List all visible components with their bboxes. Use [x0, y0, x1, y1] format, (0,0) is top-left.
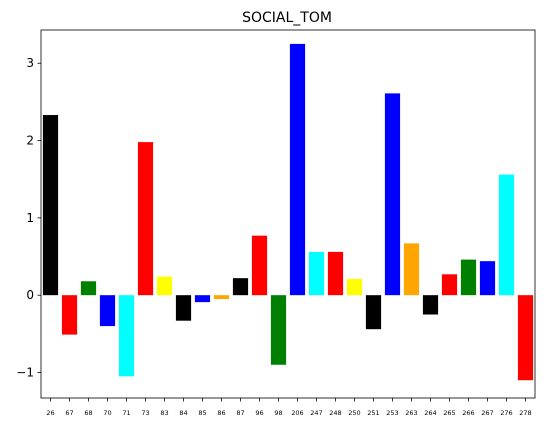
x-tick-label: 84: [179, 409, 187, 417]
bar-251: [365, 295, 382, 330]
x-tick-label: 85: [198, 409, 206, 417]
x-tick-label: 96: [255, 409, 263, 417]
y-tick-label: 1: [26, 211, 34, 225]
x-tick-label: 98: [274, 409, 282, 417]
plot-frame: [40, 29, 536, 399]
x-tick-label: 86: [217, 409, 225, 417]
x-tick-label: 26: [46, 409, 54, 417]
bar-70: [99, 295, 116, 327]
bar-248: [327, 251, 344, 296]
bar-87: [232, 278, 249, 296]
bar-276: [498, 174, 515, 296]
x-tick-label: 87: [236, 409, 244, 417]
bar-68: [80, 281, 97, 296]
bar-84: [175, 295, 192, 321]
x-tick-label: 266: [462, 409, 474, 417]
bar-253: [384, 93, 401, 296]
x-axis-ticks: 26 67 68 70 71 73 83 84 85 86 87 96 98 206 247 248 250 25…: [46, 398, 532, 417]
bar-247: [308, 251, 325, 296]
x-tick-label: 251: [367, 409, 379, 417]
bars-layer: [42, 43, 534, 381]
bar-71: [118, 295, 135, 377]
bar-266: [460, 259, 477, 296]
x-tick-label: 264: [424, 409, 436, 417]
x-tick-label: 83: [160, 409, 168, 417]
bar-264: [422, 295, 439, 315]
bar-206: [289, 43, 306, 296]
bar-267: [479, 261, 496, 296]
x-tick-label: 253: [386, 409, 398, 417]
x-tick-label: 276: [500, 409, 512, 417]
x-tick-label: 70: [103, 409, 111, 417]
x-tick-label: 67: [65, 409, 73, 417]
bar-98: [270, 295, 287, 365]
bar-278: [517, 295, 534, 381]
x-tick-label: 265: [443, 409, 455, 417]
x-tick-label: 267: [481, 409, 493, 417]
y-tick-label: −1: [16, 365, 34, 379]
y-axis-ticks: −1 0 1 2 3: [16, 56, 41, 379]
bar-26: [42, 115, 59, 296]
bar-265: [441, 274, 458, 296]
y-tick-label: 2: [26, 134, 34, 148]
bar-83: [156, 276, 173, 296]
x-tick-label: 248: [329, 409, 341, 417]
bar-96: [251, 235, 268, 296]
x-tick-label: 71: [122, 409, 130, 417]
bar-73: [137, 142, 154, 296]
bar-67: [61, 295, 78, 335]
x-tick-label: 263: [405, 409, 417, 417]
y-tick-label: 3: [26, 56, 34, 70]
chart-title: SOCIAL_TOM: [242, 10, 332, 26]
x-tick-label: 278: [519, 409, 531, 417]
x-tick-label: 250: [348, 409, 360, 417]
x-tick-label: 247: [310, 409, 322, 417]
x-tick-label: 73: [141, 409, 149, 417]
bar-263: [403, 243, 420, 296]
x-tick-label: 68: [84, 409, 92, 417]
bar-250: [346, 278, 363, 296]
y-tick-label: 0: [26, 288, 34, 302]
bar-85: [194, 295, 211, 303]
bar-86: [213, 295, 230, 300]
x-tick-label: 206: [291, 409, 303, 417]
